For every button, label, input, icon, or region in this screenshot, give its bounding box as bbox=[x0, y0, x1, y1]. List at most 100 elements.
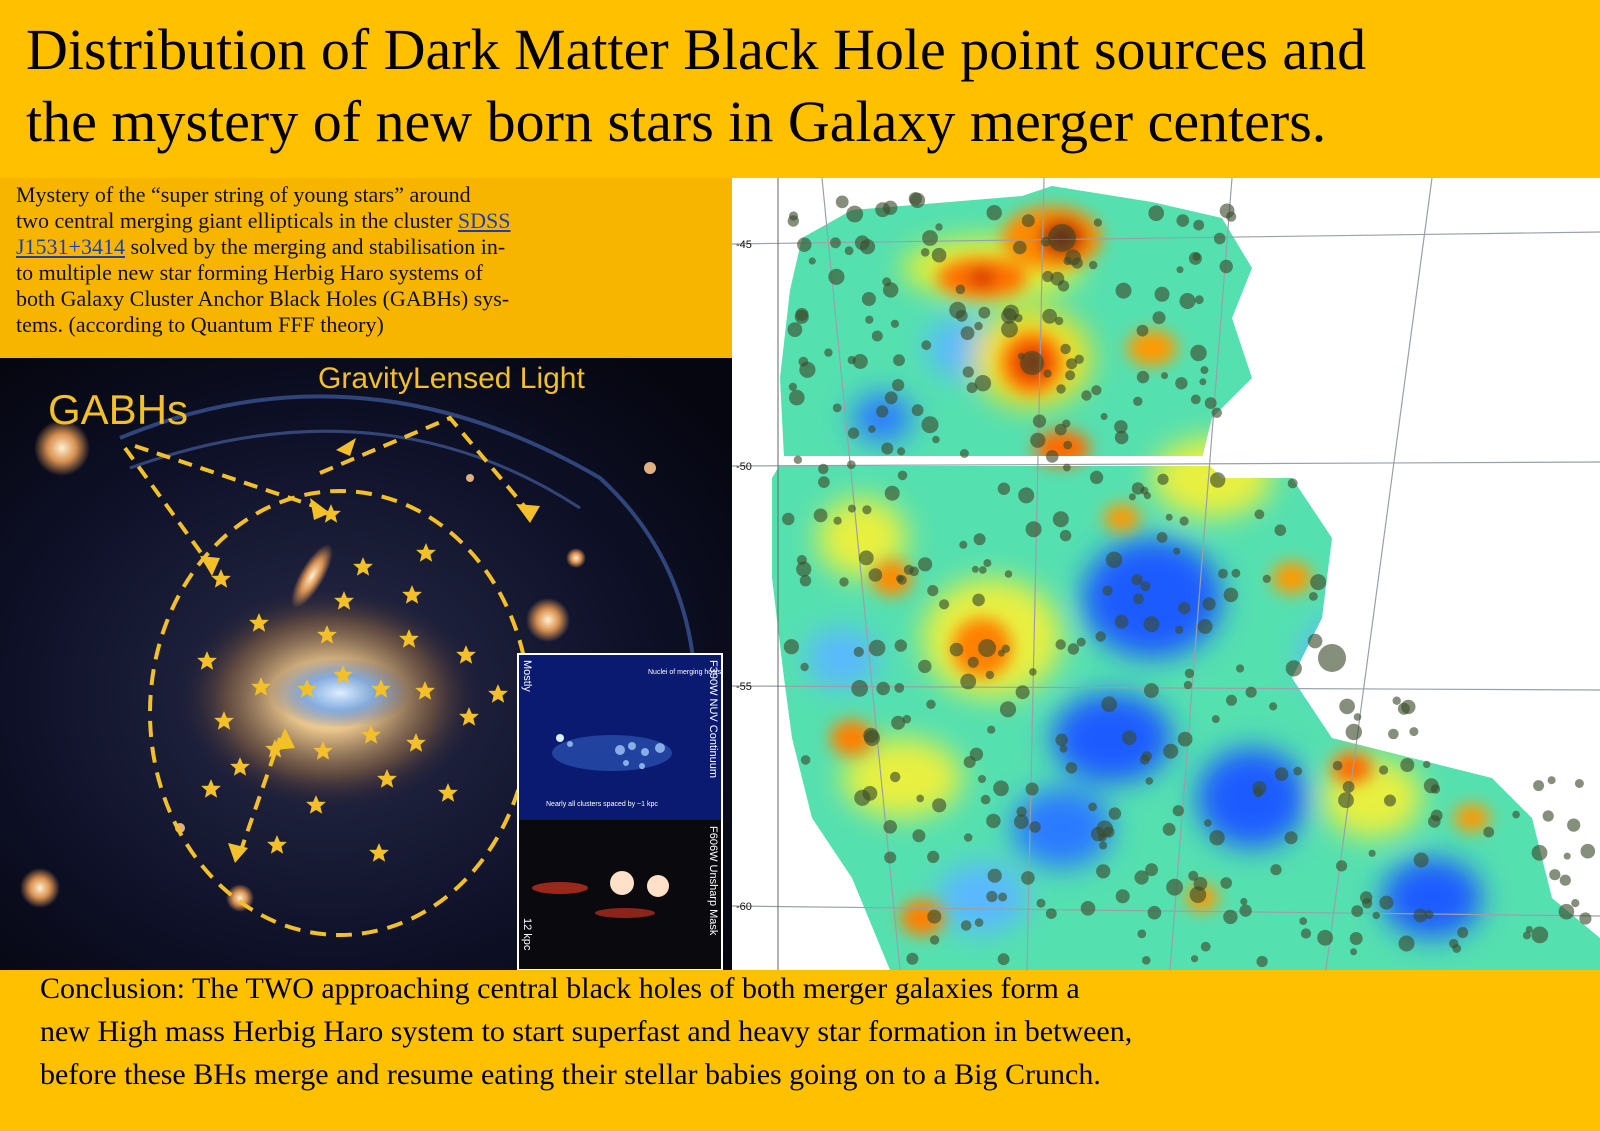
point-source bbox=[1338, 792, 1354, 809]
point-source bbox=[1029, 821, 1041, 833]
point-source bbox=[962, 366, 974, 378]
arrow-heads bbox=[200, 438, 540, 863]
point-source bbox=[978, 306, 991, 319]
point-source bbox=[891, 715, 906, 730]
point-source bbox=[1043, 369, 1052, 378]
point-source bbox=[1449, 938, 1459, 949]
point-source bbox=[927, 585, 939, 597]
point-source bbox=[1231, 568, 1241, 578]
point-source bbox=[1293, 766, 1303, 776]
point-source bbox=[959, 449, 969, 458]
point-source bbox=[1036, 898, 1046, 908]
point-source bbox=[897, 575, 907, 585]
point-source bbox=[980, 794, 991, 805]
point-source bbox=[1219, 203, 1235, 219]
point-source bbox=[862, 505, 872, 515]
point-source bbox=[1262, 574, 1271, 583]
point-source bbox=[1074, 354, 1084, 364]
point-source bbox=[1099, 841, 1108, 850]
point-source bbox=[1095, 631, 1106, 642]
point-source bbox=[1190, 394, 1201, 405]
point-source bbox=[846, 205, 864, 223]
point-source bbox=[1004, 570, 1013, 578]
dashed-arrows bbox=[123, 415, 532, 854]
point-source bbox=[894, 639, 907, 652]
point-source bbox=[1059, 529, 1072, 542]
point-source bbox=[876, 681, 890, 696]
point-source bbox=[1048, 224, 1076, 252]
point-source bbox=[1096, 864, 1111, 879]
point-source bbox=[864, 730, 880, 746]
point-source bbox=[1368, 849, 1376, 857]
point-source bbox=[1115, 282, 1132, 299]
point-source bbox=[1175, 377, 1188, 390]
point-source bbox=[1134, 870, 1149, 885]
point-source bbox=[1065, 762, 1078, 774]
point-source bbox=[868, 568, 883, 582]
point-source bbox=[1256, 955, 1268, 968]
point-source bbox=[1563, 852, 1571, 860]
caption-line-6: tems. (according to Quantum FFF theory) bbox=[16, 312, 384, 337]
point-source bbox=[1014, 814, 1029, 829]
point-source bbox=[1145, 777, 1154, 785]
lensed-arc-inner bbox=[129, 429, 581, 510]
point-source bbox=[1055, 733, 1068, 747]
point-source bbox=[1152, 311, 1166, 325]
point-source bbox=[1392, 696, 1401, 705]
edge-on-galaxy bbox=[291, 544, 333, 608]
point-source bbox=[1191, 955, 1199, 963]
point-source bbox=[1088, 802, 1097, 812]
point-source bbox=[782, 512, 795, 526]
point-source bbox=[1137, 929, 1147, 939]
point-source bbox=[927, 850, 940, 864]
point-source bbox=[1029, 668, 1037, 676]
point-source bbox=[1299, 917, 1308, 925]
point-source bbox=[1145, 863, 1158, 877]
point-source bbox=[1183, 680, 1193, 690]
point-source bbox=[1360, 891, 1373, 904]
point-source bbox=[973, 533, 986, 546]
point-source bbox=[932, 435, 940, 444]
point-source bbox=[939, 599, 950, 610]
point-source bbox=[1001, 320, 1018, 338]
point-source bbox=[960, 673, 977, 690]
point-source bbox=[1571, 899, 1580, 908]
point-source bbox=[1065, 370, 1076, 381]
point-source bbox=[1240, 897, 1248, 906]
point-source bbox=[796, 561, 812, 577]
point-source bbox=[926, 699, 936, 709]
point-source bbox=[1318, 644, 1346, 672]
point-source bbox=[997, 649, 1005, 657]
point-source bbox=[1003, 304, 1019, 321]
bright-galaxy-bottom bbox=[20, 868, 60, 908]
point-source bbox=[1531, 926, 1549, 944]
point-source bbox=[1165, 513, 1173, 521]
point-source bbox=[1223, 587, 1239, 603]
point-source bbox=[1284, 831, 1298, 845]
point-source bbox=[1351, 905, 1364, 917]
point-source bbox=[1285, 660, 1302, 677]
point-source bbox=[1400, 758, 1415, 772]
point-source bbox=[1063, 463, 1071, 472]
point-source bbox=[797, 237, 812, 252]
point-source bbox=[1384, 794, 1396, 807]
point-source bbox=[997, 953, 1010, 966]
point-source bbox=[1166, 878, 1183, 896]
point-source bbox=[1101, 696, 1117, 713]
point-source bbox=[929, 935, 940, 945]
point-source bbox=[912, 829, 926, 843]
point-source bbox=[1430, 784, 1441, 794]
sdss-link[interactable]: SDSS bbox=[457, 208, 511, 233]
cluster-id-link[interactable]: J1531+3414 bbox=[16, 234, 125, 259]
point-source bbox=[1219, 259, 1233, 274]
point-source bbox=[799, 575, 812, 587]
point-source bbox=[1148, 205, 1164, 221]
point-source bbox=[963, 833, 973, 842]
point-source bbox=[986, 813, 1001, 829]
point-source bbox=[1188, 870, 1199, 881]
point-source bbox=[1063, 256, 1072, 266]
point-source bbox=[1204, 819, 1212, 827]
point-source bbox=[795, 307, 809, 321]
point-source bbox=[1131, 574, 1143, 586]
point-source bbox=[1115, 889, 1130, 904]
